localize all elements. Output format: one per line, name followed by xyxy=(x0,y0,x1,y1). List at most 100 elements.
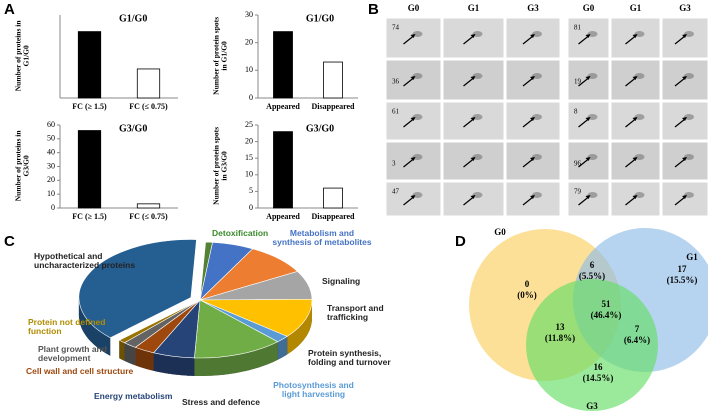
gel-spot xyxy=(684,192,694,198)
slice-side xyxy=(124,342,136,366)
gel-arrow-head xyxy=(530,157,535,161)
venn-share: (5.5%) xyxy=(579,271,605,281)
gel-arrow xyxy=(522,196,534,206)
gel-arrow-head xyxy=(410,117,416,121)
gel-arrow-head xyxy=(682,157,687,161)
y-tick-label: 20 xyxy=(245,136,253,145)
gel-spot xyxy=(412,192,423,198)
y-tick-label: 15 xyxy=(245,153,253,162)
gel-spot xyxy=(412,73,423,79)
panel-label: B xyxy=(368,1,379,18)
y-tick-label: 25 xyxy=(245,120,253,129)
venn-count: 6 xyxy=(590,260,595,270)
gel-spot xyxy=(684,154,694,160)
pie-label: Transport and trafficking xyxy=(327,303,384,323)
pie-label: Cell wall and cell structure xyxy=(26,366,134,376)
gel-arrow xyxy=(674,77,686,87)
gel-arrow-head xyxy=(632,76,638,80)
venn-share: (11.8%) xyxy=(545,333,575,343)
y-tick-label: 20 xyxy=(245,37,253,46)
gel-arrow xyxy=(463,158,474,168)
gel-arrow xyxy=(625,118,636,128)
y-tick-label: 10 xyxy=(245,65,253,74)
gel-arrow xyxy=(578,35,589,45)
y-axis-label: Number of proteins in G1/G0 xyxy=(13,19,30,91)
venn-count: 13 xyxy=(556,322,566,332)
gel-arrow-head xyxy=(632,195,638,199)
gel-column-label: G0 xyxy=(583,3,595,13)
y-axis-label: Number of proteins in G3/G0 xyxy=(13,129,30,201)
gel-arrow xyxy=(674,35,686,45)
slice-side xyxy=(78,297,111,356)
gel-spot xyxy=(587,154,598,160)
venn-set-label: G3 xyxy=(586,401,598,411)
x-tick-label: Appeared xyxy=(266,102,300,111)
gel-arrow xyxy=(522,77,534,87)
slice xyxy=(78,239,197,339)
gel-spot xyxy=(587,31,598,37)
gel-spot xyxy=(412,154,423,160)
gel-spot xyxy=(532,73,542,79)
bar xyxy=(273,131,293,209)
gel-spot xyxy=(634,114,645,120)
x-tick-label: Disappeared xyxy=(312,212,356,221)
venn-share: (6.4%) xyxy=(624,335,650,345)
gel-spot xyxy=(634,31,645,37)
y-tick-label: 0 xyxy=(249,93,253,102)
panel-label: A xyxy=(4,1,15,18)
gel-column-label: G1 xyxy=(468,3,480,13)
x-tick-label: FC (≤ 0.75) xyxy=(129,212,168,221)
x-tick-label: FC (≥ 1.5) xyxy=(72,212,107,221)
bar xyxy=(323,61,343,99)
panel-label: C xyxy=(4,233,15,250)
gel-arrow xyxy=(625,158,636,168)
gel-arrow xyxy=(463,35,474,45)
spot-label: 47 xyxy=(392,188,400,196)
y-tick-label: 60 xyxy=(47,120,55,129)
spot-label: 8 xyxy=(574,108,578,116)
venn-share: (46.4%) xyxy=(591,310,622,320)
gel-arrow-head xyxy=(585,195,591,199)
gel-arrow-head xyxy=(682,34,687,38)
bar xyxy=(136,203,161,209)
gel-spot xyxy=(532,31,542,37)
y-tick-label: 0 xyxy=(249,203,253,212)
gel-arrow-head xyxy=(530,34,535,38)
gel-spot xyxy=(472,73,483,79)
venn-set-label: G1 xyxy=(686,252,698,262)
venn-set xyxy=(526,279,658,411)
gel-arrow xyxy=(403,158,414,168)
gel-arrow-head xyxy=(682,76,687,80)
gel-arrow-head xyxy=(470,195,476,199)
gel-arrow xyxy=(522,118,534,128)
panel-label: D xyxy=(455,233,466,250)
gel-spot xyxy=(472,31,483,37)
gel-column-label: G1 xyxy=(630,3,642,13)
y-tick-label: 40 xyxy=(47,147,55,156)
gel-arrow xyxy=(674,118,686,128)
gel-arrow-head xyxy=(682,195,687,199)
gel-arrow-head xyxy=(410,195,416,199)
pie-label: Signaling xyxy=(322,276,361,286)
pie-label: Protein synthesis, folding and turnover xyxy=(308,348,391,368)
chart-title: G3/G0 xyxy=(306,123,334,134)
venn-count: 0 xyxy=(525,279,530,289)
gel-spot xyxy=(412,31,423,37)
bar xyxy=(77,130,102,209)
gel-arrow xyxy=(674,158,686,168)
gel-arrow-head xyxy=(530,195,535,199)
y-tick-label: 30 xyxy=(47,161,55,170)
x-tick-label: FC (≤ 0.75) xyxy=(129,102,168,111)
gel-arrow-head xyxy=(470,157,476,161)
y-axis-label: Number of protein spots in G1/G0 xyxy=(211,16,228,95)
bar xyxy=(77,31,102,99)
gel-arrow xyxy=(463,196,474,206)
gel-arrow xyxy=(674,196,686,206)
venn-set-label: G0 xyxy=(494,227,506,237)
pie-label: Photosynthesis and light harvesting xyxy=(273,380,354,400)
slice xyxy=(118,299,201,344)
gel-arrow-head xyxy=(530,117,535,121)
slice-side xyxy=(119,340,125,361)
